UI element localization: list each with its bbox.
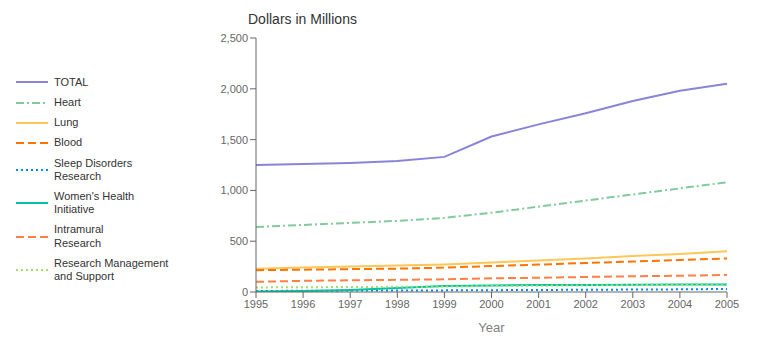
svg-text:2001: 2001	[526, 298, 550, 310]
html-text:Intramural Research: Intramural Research	[54, 223, 104, 249]
svg-text:2,500: 2,500	[220, 32, 248, 44]
svg-text:1998: 1998	[385, 298, 409, 310]
svg-text:2,000: 2,000	[220, 83, 248, 95]
svg-text:1,500: 1,500	[220, 134, 248, 146]
svg-text:Year: Year	[478, 320, 505, 335]
html-text:Sleep Disorders Research: Sleep Disorders Research	[54, 156, 133, 182]
svg-text:1997: 1997	[338, 298, 362, 310]
html-text:Lung: Lung	[54, 116, 79, 129]
html-text:TOTAL: TOTAL	[54, 75, 89, 88]
html-text:Women's Health Initiative: Women's Health Initiative	[54, 190, 135, 216]
svg-text:2004: 2004	[668, 298, 692, 310]
svg-text:1996: 1996	[291, 298, 315, 310]
svg-text:2005: 2005	[715, 298, 739, 310]
svg-text:1,000: 1,000	[220, 184, 248, 196]
svg-text:1995: 1995	[244, 298, 268, 310]
svg-text:1999: 1999	[432, 298, 456, 310]
html-text:Dollars in Millions: Dollars in Millions	[248, 11, 357, 27]
html-text:Research Management and Suppor: Research Management and Support	[54, 256, 169, 282]
svg-text:2003: 2003	[621, 298, 645, 310]
svg-text:0: 0	[242, 286, 248, 298]
html-text:Heart: Heart	[54, 96, 81, 109]
svg-text:2002: 2002	[573, 298, 597, 310]
html-text:Blood: Blood	[54, 136, 83, 149]
svg-text:500: 500	[230, 235, 248, 247]
svg-text:2000: 2000	[479, 298, 503, 310]
